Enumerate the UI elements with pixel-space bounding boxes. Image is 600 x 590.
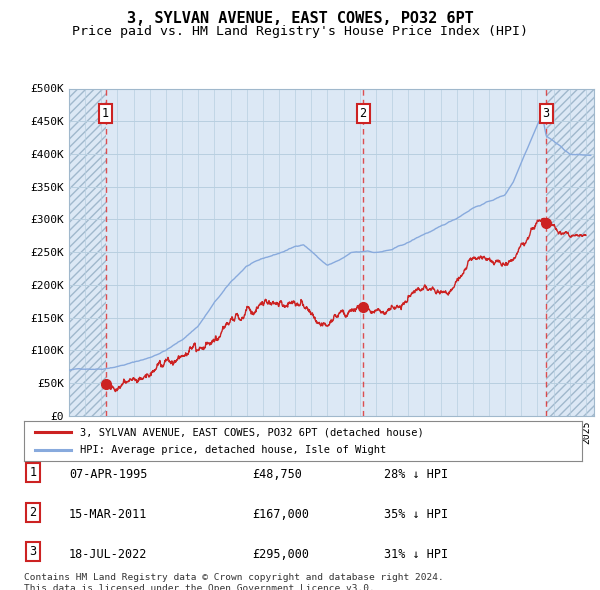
Text: Contains HM Land Registry data © Crown copyright and database right 2024.
This d: Contains HM Land Registry data © Crown c…	[24, 573, 444, 590]
Text: 1: 1	[29, 466, 37, 479]
Text: 2: 2	[29, 506, 37, 519]
Text: 3, SYLVAN AVENUE, EAST COWES, PO32 6PT (detached house): 3, SYLVAN AVENUE, EAST COWES, PO32 6PT (…	[80, 427, 424, 437]
Text: Price paid vs. HM Land Registry's House Price Index (HPI): Price paid vs. HM Land Registry's House …	[72, 25, 528, 38]
Text: 3: 3	[29, 545, 37, 558]
Text: £48,750: £48,750	[252, 468, 302, 481]
Text: 15-MAR-2011: 15-MAR-2011	[69, 508, 148, 521]
Text: 2: 2	[359, 107, 367, 120]
Text: 28% ↓ HPI: 28% ↓ HPI	[384, 468, 448, 481]
Text: 31% ↓ HPI: 31% ↓ HPI	[384, 548, 448, 560]
Text: 3: 3	[542, 107, 550, 120]
Text: HPI: Average price, detached house, Isle of Wight: HPI: Average price, detached house, Isle…	[80, 445, 386, 455]
Text: 07-APR-1995: 07-APR-1995	[69, 468, 148, 481]
Text: 3, SYLVAN AVENUE, EAST COWES, PO32 6PT: 3, SYLVAN AVENUE, EAST COWES, PO32 6PT	[127, 11, 473, 25]
Text: 35% ↓ HPI: 35% ↓ HPI	[384, 508, 448, 521]
Text: 1: 1	[102, 107, 109, 120]
Text: £295,000: £295,000	[252, 548, 309, 560]
Text: £167,000: £167,000	[252, 508, 309, 521]
Text: 18-JUL-2022: 18-JUL-2022	[69, 548, 148, 560]
